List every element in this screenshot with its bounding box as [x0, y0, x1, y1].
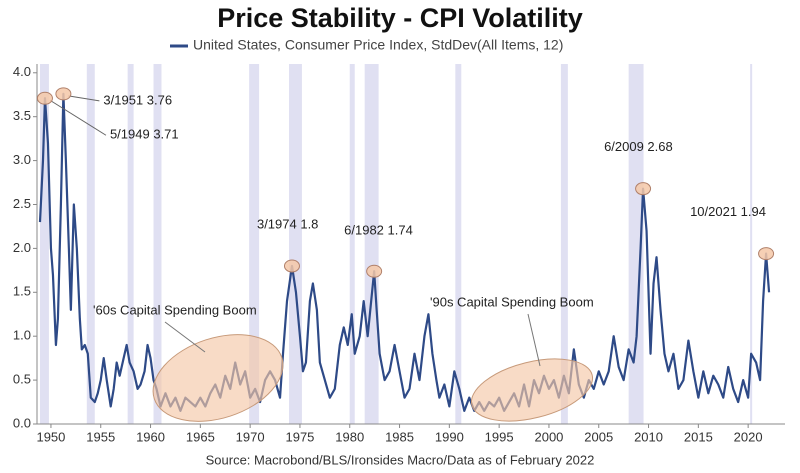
x-tick-label: 1960 — [136, 429, 165, 444]
recession-band — [249, 64, 260, 424]
x-tick-label: 1950 — [36, 429, 65, 444]
recession-band — [86, 64, 95, 424]
chart-title: Price Stability - CPI Volatility — [217, 3, 583, 33]
recession-band — [750, 64, 753, 424]
legend-label: United States, Consumer Price Index, Std… — [193, 37, 563, 53]
annotation-leader — [68, 95, 100, 102]
y-tick-label: 4.0 — [13, 64, 31, 79]
x-tick-label: 1995 — [485, 429, 514, 444]
x-tick-label: 1985 — [385, 429, 414, 444]
x-tick-label: 2010 — [634, 429, 663, 444]
annotation-marker — [283, 259, 300, 273]
recession-band — [455, 64, 462, 424]
x-tick-label: 1980 — [335, 429, 364, 444]
recession-band — [127, 64, 134, 424]
x-tick-label: 2000 — [534, 429, 563, 444]
y-tick-label: 0.0 — [13, 415, 31, 430]
x-tick-label: 1970 — [236, 429, 265, 444]
annotation-marker — [55, 87, 72, 101]
recession-band — [364, 64, 379, 424]
x-tick-label: 1990 — [435, 429, 464, 444]
callout-label: '60s Capital Spending Boom — [93, 302, 257, 317]
recession-band — [349, 64, 355, 424]
source-note: Source: Macrobond/BLS/Ironsides Macro/Da… — [206, 452, 595, 467]
x-tick-label: 1975 — [285, 429, 314, 444]
recession-band — [39, 64, 49, 424]
y-tick-label: 2.5 — [13, 196, 31, 211]
recession-band — [288, 64, 302, 424]
x-tick-label: 2015 — [684, 429, 713, 444]
annotation-marker — [758, 247, 775, 261]
callout-ellipse — [152, 334, 284, 422]
recession-band — [560, 64, 568, 424]
y-tick-label: 1.0 — [13, 328, 31, 343]
y-tick-label: 0.5 — [13, 372, 31, 387]
annotation-leader — [49, 99, 107, 136]
annotation-label: 5/1949 3.71 — [110, 127, 179, 142]
x-tick-label: 1965 — [186, 429, 215, 444]
callout-pointer — [527, 313, 541, 367]
annotation-label: 6/1982 1.74 — [344, 223, 413, 238]
recession-band — [628, 64, 644, 424]
recession-bands — [39, 64, 753, 424]
y-tick-label: 1.5 — [13, 284, 31, 299]
callout-ellipse — [470, 358, 594, 422]
plot-area: 0.0 0.5 1.0 1.5 2.0 2.5 3.0 3.5 4.0 1950 1955 1960 1… — [13, 64, 785, 444]
annotation-marker — [36, 91, 53, 105]
data-line — [38, 92, 771, 412]
annotation-label: 6/2009 2.68 — [604, 139, 673, 154]
y-tick-label: 3.5 — [13, 108, 31, 123]
annotation-label: 10/2021 1.94 — [690, 204, 766, 219]
annotation-label: 3/1951 3.76 — [103, 92, 172, 107]
callout-pointer — [164, 321, 206, 353]
callouts: '60s Capital Spending Boom '90s Capital … — [93, 294, 594, 422]
x-tick-label: 2020 — [734, 429, 763, 444]
y-tick-label: 3.0 — [13, 152, 31, 167]
annotation-marker — [635, 182, 652, 196]
recession-band — [153, 64, 162, 424]
y-tick-label: 2.0 — [13, 240, 31, 255]
annotation-marker — [366, 264, 383, 278]
x-tick-label: 1955 — [86, 429, 115, 444]
annotation-label: 3/1974 1.8 — [257, 216, 318, 231]
callout-label: '90s Capital Spending Boom — [430, 294, 594, 309]
x-tick-label: 2005 — [584, 429, 613, 444]
